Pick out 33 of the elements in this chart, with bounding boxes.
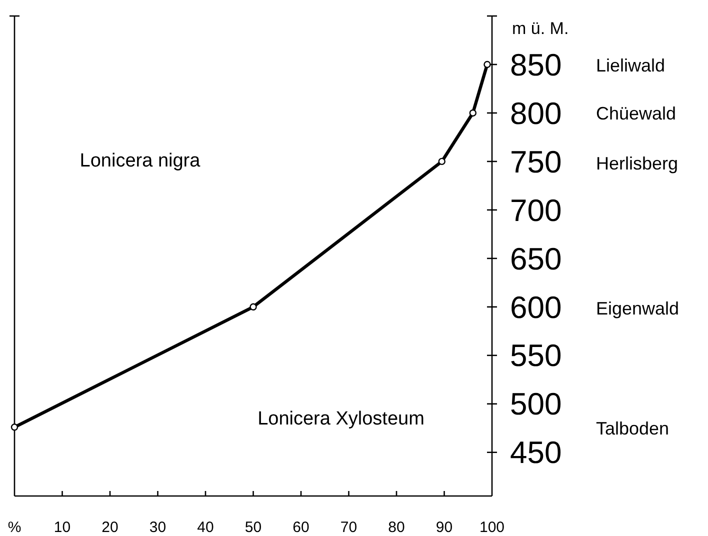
y-tick-label: 550 [510,338,562,374]
y-tick-label: 500 [510,386,562,422]
point [438,158,446,166]
x-tick-label: 10 [54,519,71,536]
annotation: Lonicera Xylosteum [258,408,424,430]
y-axis-title: m ü. M. [512,19,569,38]
text: Lieliwald [596,55,666,76]
y-tick-label: 700 [510,192,562,228]
point [469,109,476,117]
y-tick-label: 600 [510,290,562,325]
x-tick-label: 100 [479,519,505,536]
y-tick-label: 750 [510,144,562,180]
x-tick-label: 20 [102,519,118,536]
x-tick-label: 40 [197,519,214,536]
point [10,424,18,431]
text: Chüewald [596,103,676,124]
x-tick-label: 60 [292,519,310,536]
x-tick-label: % [8,519,22,536]
y-tick-label: 850 [510,47,562,82]
point [484,60,491,68]
x-tick-label: 70 [340,519,358,536]
text: Herlisberg [596,153,678,174]
y-tick-label: 800 [510,96,562,131]
x-tick-label: 50 [244,519,262,536]
point [250,303,257,311]
y-tick-label: 450 [510,435,562,470]
text: Talboden [596,418,670,438]
x-tick-label: 90 [436,519,453,536]
y-tick-label: 650 [510,241,562,276]
text: Eigenwald [596,298,680,318]
x-tick-label: 80 [388,519,405,536]
x-tick-label: 30 [149,519,166,536]
annotation: Lonicera nigra [80,150,201,172]
